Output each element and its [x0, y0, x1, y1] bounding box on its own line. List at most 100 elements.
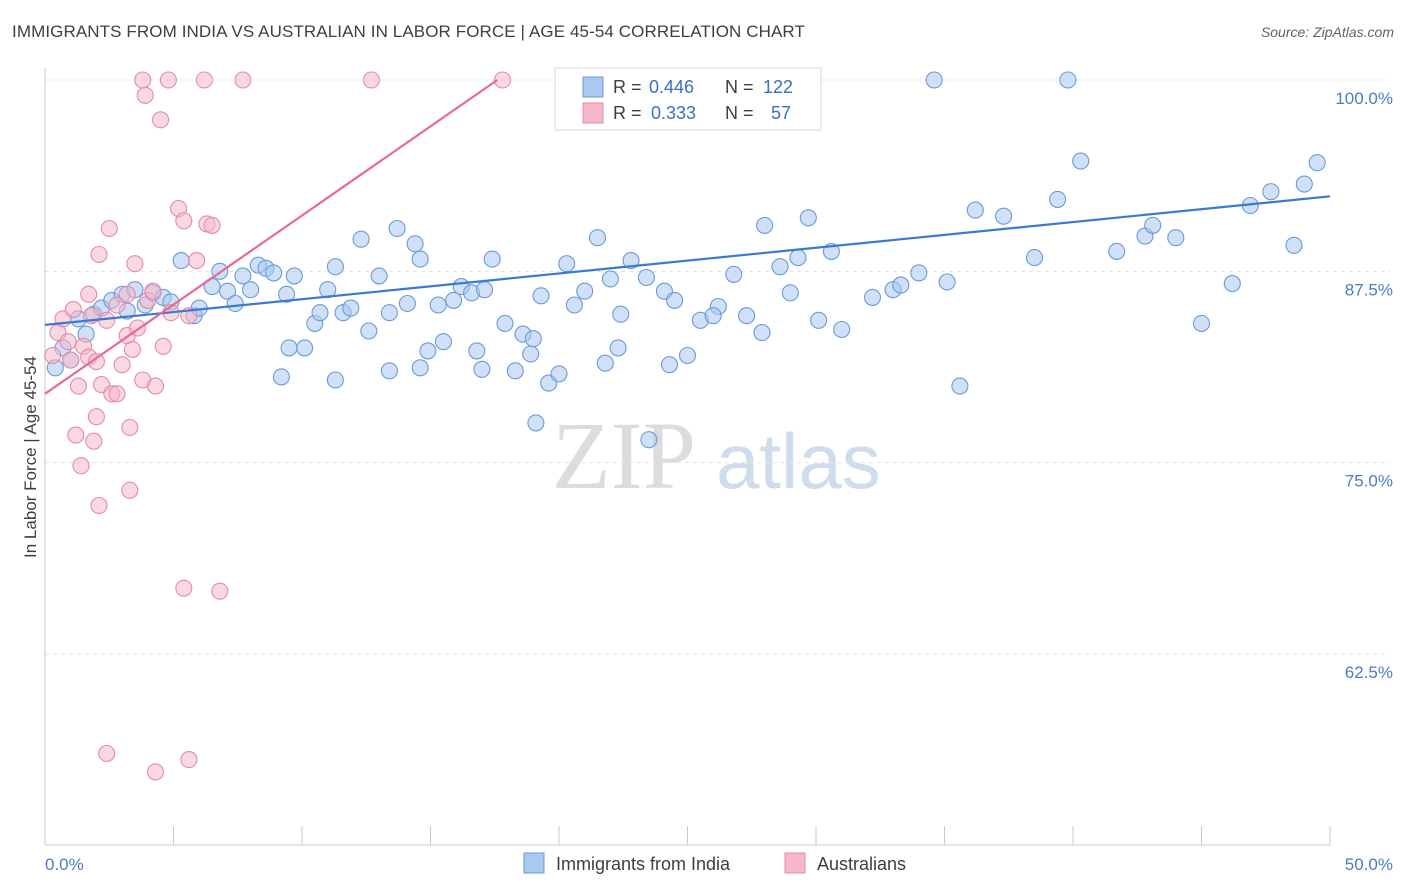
india-point — [360, 322, 378, 340]
trend-line-australians — [44, 79, 498, 395]
india-point — [925, 71, 943, 89]
bottom-legend-swatch-india — [523, 852, 545, 874]
india-point — [218, 282, 237, 300]
india-point — [242, 281, 260, 299]
india-point — [280, 339, 298, 357]
bottom-legend-label-india: Immigrants from India — [556, 854, 731, 874]
bottom-legend-label-australians: Australians — [817, 854, 906, 874]
australians-point — [108, 385, 126, 403]
y-axis-label: In Labor Force | Age 45-54 — [21, 356, 40, 558]
india-point — [789, 249, 807, 267]
india-point — [429, 296, 447, 314]
india-point — [1108, 242, 1126, 260]
australians-point — [62, 351, 80, 369]
australians-point — [69, 377, 87, 395]
india-point — [588, 229, 607, 247]
australians-point — [134, 71, 152, 89]
india-point — [285, 267, 303, 285]
australians-point — [67, 426, 85, 444]
india-point — [434, 333, 452, 351]
australians-point — [80, 285, 98, 303]
australians-point — [175, 579, 193, 597]
y-tick-label: 62.5% — [1345, 663, 1393, 682]
india-point — [756, 216, 774, 234]
australians-point — [123, 340, 141, 358]
australians-point — [87, 408, 105, 426]
india-point — [1072, 152, 1090, 170]
australians-point — [87, 353, 105, 371]
india-point — [637, 268, 655, 287]
india-point — [1025, 249, 1044, 267]
india-point — [524, 330, 542, 348]
bottom-legend-swatch-australians — [784, 852, 806, 874]
x-tick-labels: 0.0% 50.0% — [45, 855, 1393, 874]
india-point — [678, 346, 697, 365]
australians-point — [44, 346, 62, 365]
stats-legend: R = 0.446 N = 122 R = 0.333 N = 57 — [554, 67, 822, 131]
india-point — [1285, 236, 1303, 254]
india-point — [558, 255, 576, 273]
australians-point — [159, 71, 177, 89]
india-point — [311, 304, 329, 322]
india-point — [1295, 175, 1313, 193]
india-point — [892, 276, 910, 294]
watermark: ZIP atlas — [552, 402, 881, 509]
india-point — [226, 294, 244, 313]
australians-point — [188, 252, 206, 270]
india-point — [753, 324, 771, 342]
india-point — [738, 307, 756, 325]
india-point — [352, 230, 370, 248]
india-point — [532, 287, 550, 305]
australians-point — [195, 71, 213, 89]
watermark-zip: ZIP — [552, 402, 696, 509]
australians-point — [146, 377, 165, 395]
series-australians-points — [44, 71, 512, 781]
x-tick-label: 0.0% — [45, 855, 84, 874]
india-point — [483, 250, 501, 268]
trend-lines — [44, 79, 1331, 395]
india-point — [380, 304, 398, 322]
india-point — [799, 209, 817, 227]
india-point — [810, 311, 828, 329]
australians-point — [152, 111, 170, 129]
india-point — [1167, 229, 1185, 247]
australians-point — [144, 282, 162, 300]
australians-point — [180, 751, 198, 769]
india-point — [1059, 71, 1077, 89]
india-point — [398, 294, 416, 313]
india-point — [565, 296, 583, 314]
series-legend: Immigrants from India Australians — [523, 852, 906, 874]
australians-point — [136, 86, 154, 104]
india-point — [1308, 154, 1326, 172]
australians-point — [100, 219, 118, 238]
australians-point — [121, 481, 139, 499]
india-point — [527, 414, 545, 432]
india-point — [326, 371, 344, 389]
legend-r-label-india: R = — [613, 77, 642, 97]
india-point — [951, 377, 969, 395]
legend-n-label-india: N = — [725, 77, 754, 97]
india-point — [445, 291, 463, 309]
australians-point — [113, 356, 131, 374]
india-point — [640, 431, 658, 449]
india-point — [411, 359, 429, 377]
legend-n-label-australians: N = — [725, 103, 754, 123]
india-point — [342, 299, 360, 317]
india-point — [609, 339, 627, 357]
australians-point — [203, 216, 221, 234]
india-point — [326, 258, 344, 276]
australians-point — [90, 496, 108, 515]
india-point — [576, 282, 594, 300]
australians-point — [98, 744, 116, 763]
india-point — [910, 264, 928, 282]
australians-point — [118, 285, 136, 303]
legend-n-value-india: 122 — [763, 77, 793, 97]
india-point — [833, 320, 851, 339]
series-india-points — [46, 71, 1326, 449]
axes — [44, 68, 1331, 846]
india-point — [380, 362, 398, 380]
australians-point — [126, 255, 144, 273]
australians-point — [64, 301, 82, 319]
australians-point — [211, 582, 229, 600]
